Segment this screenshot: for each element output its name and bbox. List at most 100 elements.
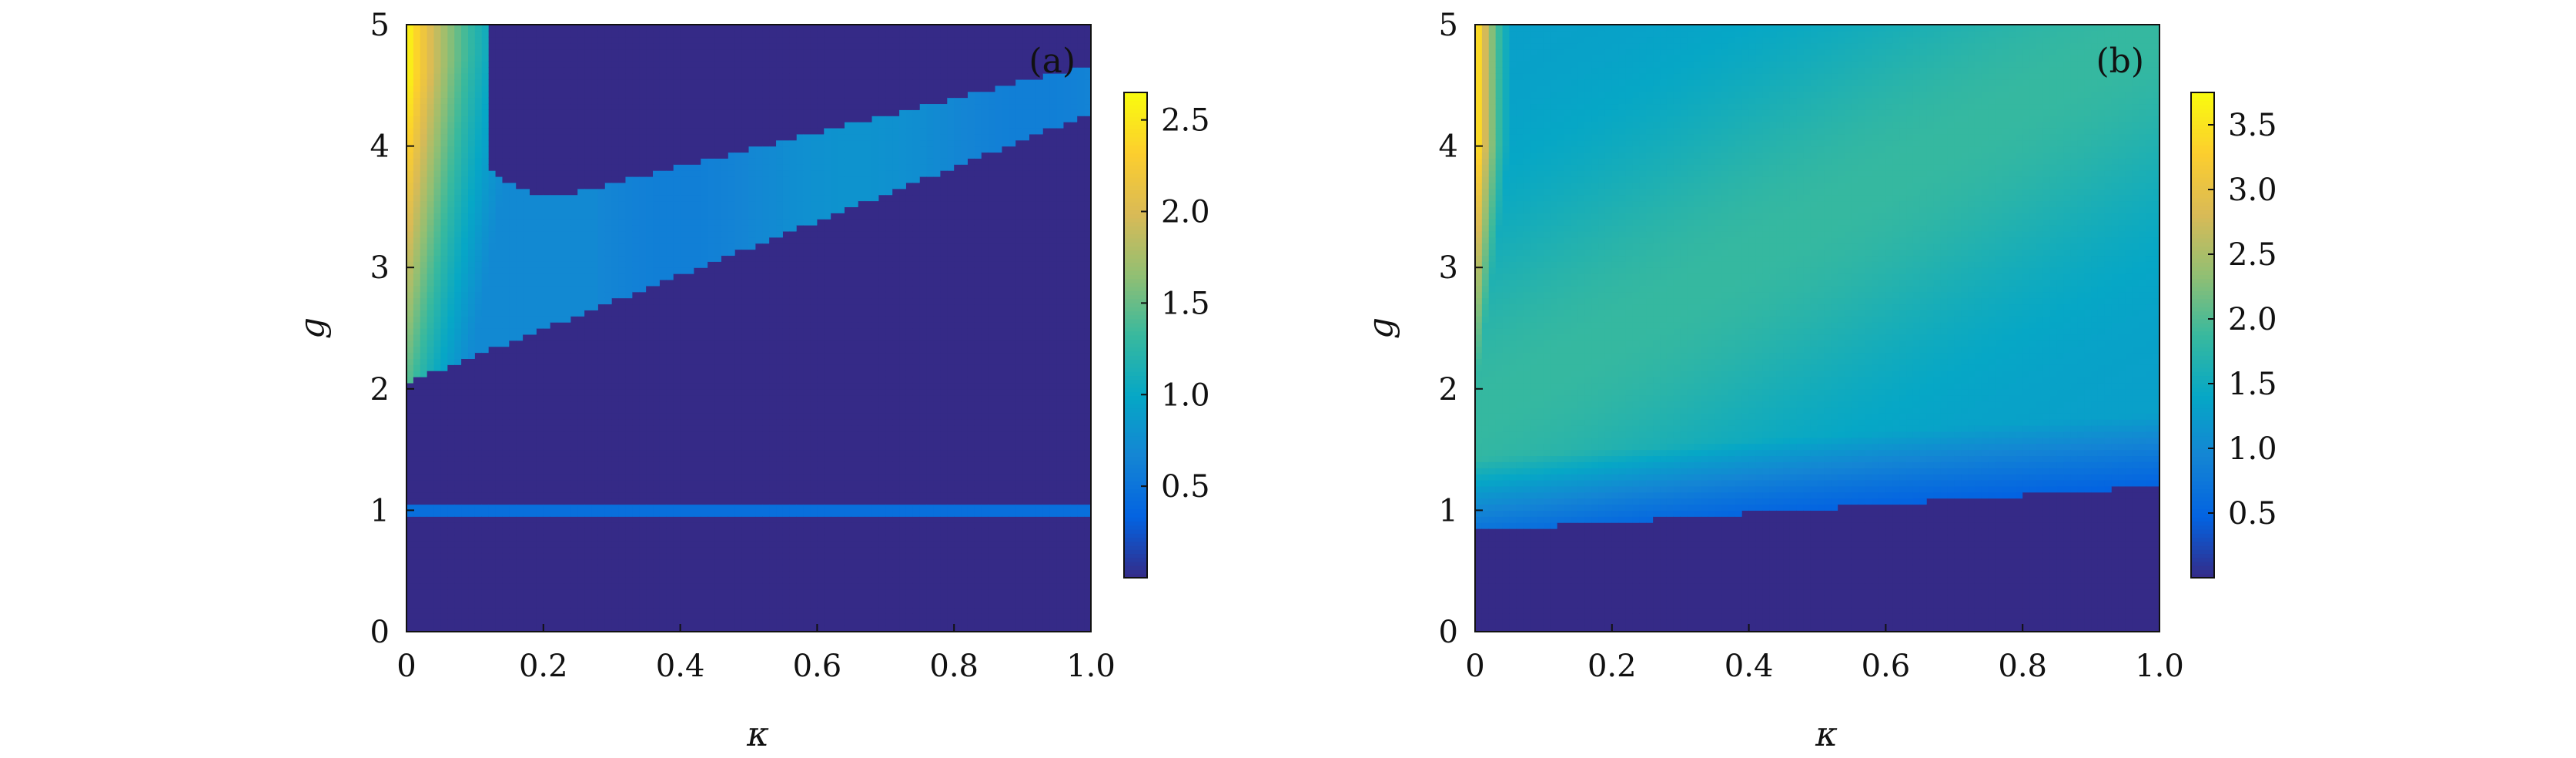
heatmap-cell [591, 407, 599, 414]
heatmap-cell [488, 188, 497, 196]
heatmap-cell [632, 485, 640, 493]
heatmap-cell [413, 461, 421, 468]
heatmap-cell [728, 188, 736, 196]
heatmap-cell [591, 236, 599, 244]
heatmap-cell [420, 364, 428, 371]
heatmap-cell [666, 582, 674, 590]
heatmap-cell [420, 443, 428, 451]
heatmap-cell [557, 388, 565, 396]
heatmap-cell [427, 297, 435, 305]
heatmap-cell [543, 170, 551, 177]
heatmap-cell [618, 552, 627, 560]
heatmap-cell [666, 213, 674, 220]
heatmap-cell [666, 352, 674, 359]
heatmap-cell [406, 194, 414, 202]
heatmap-cell [543, 498, 551, 505]
heatmap-cell [653, 200, 661, 207]
heatmap-cell [680, 528, 688, 535]
heatmap-cell [680, 377, 688, 384]
heatmap-cell [721, 304, 729, 310]
heatmap-cell [639, 152, 647, 159]
heatmap-cell [447, 176, 455, 183]
heatmap-cell [734, 49, 743, 55]
heatmap-cell [481, 607, 490, 614]
heatmap-cell [694, 261, 701, 268]
heatmap-cell [666, 334, 674, 341]
heatmap-cell [502, 36, 510, 44]
heatmap-cell [597, 358, 606, 365]
heatmap-cell [728, 36, 736, 44]
heatmap-cell [488, 36, 497, 44]
heatmap-cell [509, 97, 517, 105]
heatmap-cell [604, 540, 613, 548]
heatmap-cell [625, 243, 633, 250]
heatmap-cell [577, 449, 585, 457]
heatmap-cell [625, 425, 633, 432]
heatmap-cell [611, 122, 620, 129]
heatmap-cell [680, 546, 688, 554]
heatmap-cell [625, 431, 633, 438]
heatmap-cell [604, 225, 613, 232]
heatmap-cell [577, 213, 585, 220]
heatmap-cell [536, 377, 544, 384]
heatmap-cell [557, 364, 565, 371]
heatmap-cell [694, 516, 701, 523]
heatmap-cell [481, 589, 490, 596]
heatmap-cell [474, 255, 483, 262]
heatmap-cell [625, 109, 633, 116]
heatmap-cell [591, 49, 599, 55]
heatmap-cell [632, 97, 640, 105]
heatmap-cell [516, 352, 524, 359]
heatmap-cell [653, 371, 661, 377]
heatmap-cell [420, 91, 428, 99]
heatmap-cell [440, 188, 448, 196]
heatmap-cell [659, 225, 667, 232]
heatmap-cell [557, 139, 565, 147]
heatmap-cell [611, 304, 620, 310]
heatmap-cell [741, 236, 750, 244]
heatmap-cell [447, 485, 455, 493]
heatmap-cell [591, 164, 599, 171]
heatmap-cell [632, 291, 640, 299]
heatmap-cell [413, 565, 421, 572]
heatmap-cell [741, 346, 750, 354]
heatmap-cell [687, 425, 694, 432]
heatmap-cell [550, 577, 558, 584]
heatmap-cell [639, 480, 647, 487]
heatmap-cell [488, 565, 497, 572]
heatmap-cell [618, 122, 627, 129]
heatmap-cell [433, 377, 442, 384]
heatmap-cell [653, 546, 661, 554]
heatmap-cell [557, 595, 565, 602]
heatmap-cell [646, 236, 654, 244]
heatmap-cell [687, 182, 694, 190]
heatmap-cell [502, 97, 510, 105]
heatmap-cell [734, 346, 743, 354]
heatmap-cell [550, 219, 558, 226]
heatmap-cell [557, 534, 565, 542]
heatmap-cell [461, 613, 469, 620]
heatmap-cell [427, 419, 435, 426]
heatmap-cell [474, 619, 483, 626]
heatmap-cell [646, 455, 654, 462]
heatmap-cell [433, 127, 442, 135]
heatmap-cell [618, 91, 627, 99]
heatmap-cell [653, 468, 661, 475]
heatmap-cell [420, 261, 428, 268]
heatmap-cell [406, 388, 414, 396]
heatmap-cell [728, 571, 736, 578]
heatmap-cell [481, 61, 490, 68]
heatmap-cell [406, 243, 414, 250]
heatmap-cell [495, 297, 503, 305]
heatmap-cell [673, 255, 681, 262]
heatmap-cell [694, 297, 701, 305]
heatmap-cell [687, 170, 694, 177]
heatmap-cell [694, 316, 701, 323]
heatmap-cell [694, 437, 701, 444]
heatmap-cell [680, 67, 688, 74]
heatmap-cell [557, 346, 565, 354]
heatmap-cell [564, 334, 571, 341]
heatmap-cell [406, 340, 414, 347]
heatmap-cell [474, 437, 483, 444]
heatmap-cell [474, 334, 483, 341]
